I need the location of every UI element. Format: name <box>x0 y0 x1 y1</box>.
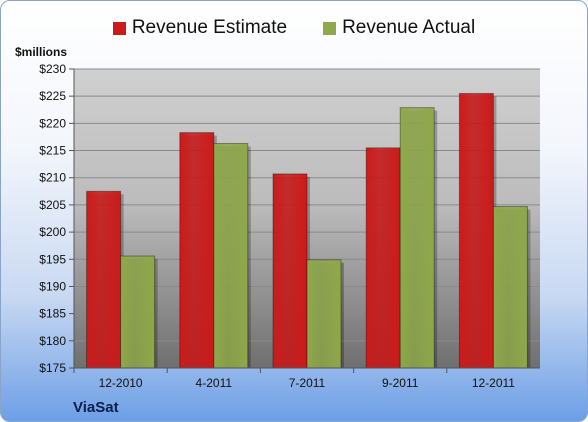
legend-swatch-actual <box>323 21 337 35</box>
bar-revenue-estimate <box>272 173 308 369</box>
bar-revenue-actual <box>306 259 342 369</box>
y-tick-label: $200 <box>39 225 66 239</box>
y-tick-label: $180 <box>39 334 66 348</box>
legend: Revenue Estimate Revenue Actual <box>1 17 587 39</box>
bar-revenue-estimate <box>458 92 494 369</box>
x-tick-label: 4-2011 <box>196 376 233 390</box>
bar-revenue-estimate <box>86 190 122 369</box>
legend-item-estimate: Revenue Estimate <box>112 17 288 39</box>
y-tick-label: $190 <box>39 279 66 293</box>
bar-revenue-estimate <box>365 147 401 369</box>
bar-revenue-estimate <box>179 132 215 369</box>
y-tick-label: $205 <box>39 198 66 212</box>
y-tick-label: $185 <box>39 307 66 321</box>
y-tick-label: $210 <box>39 171 66 185</box>
legend-item-actual: Revenue Actual <box>323 17 475 39</box>
y-tick-label: $230 <box>39 62 66 76</box>
bar-revenue-actual <box>399 107 435 369</box>
legend-label-actual: Revenue Actual <box>342 17 476 38</box>
company-name: ViaSat <box>73 399 119 416</box>
x-tick-label: 12-2010 <box>99 376 143 390</box>
y-tick-label: $195 <box>39 252 66 266</box>
y-unit-label: $millions <box>15 45 68 59</box>
x-tick-label: 9-2011 <box>382 376 419 390</box>
legend-label-estimate: Revenue Estimate <box>131 17 288 38</box>
bar-revenue-actual <box>492 206 528 369</box>
x-tick-label: 7-2011 <box>289 376 326 390</box>
y-tick-label: $225 <box>39 89 66 103</box>
x-tick-label: 12-2011 <box>472 376 515 390</box>
bar-revenue-actual <box>120 255 156 369</box>
y-tick-label: $215 <box>39 144 66 158</box>
y-tick-label: $220 <box>39 116 66 130</box>
legend-swatch-estimate <box>112 21 126 35</box>
y-tick-label: $175 <box>39 361 66 375</box>
bar-revenue-actual <box>213 142 249 369</box>
